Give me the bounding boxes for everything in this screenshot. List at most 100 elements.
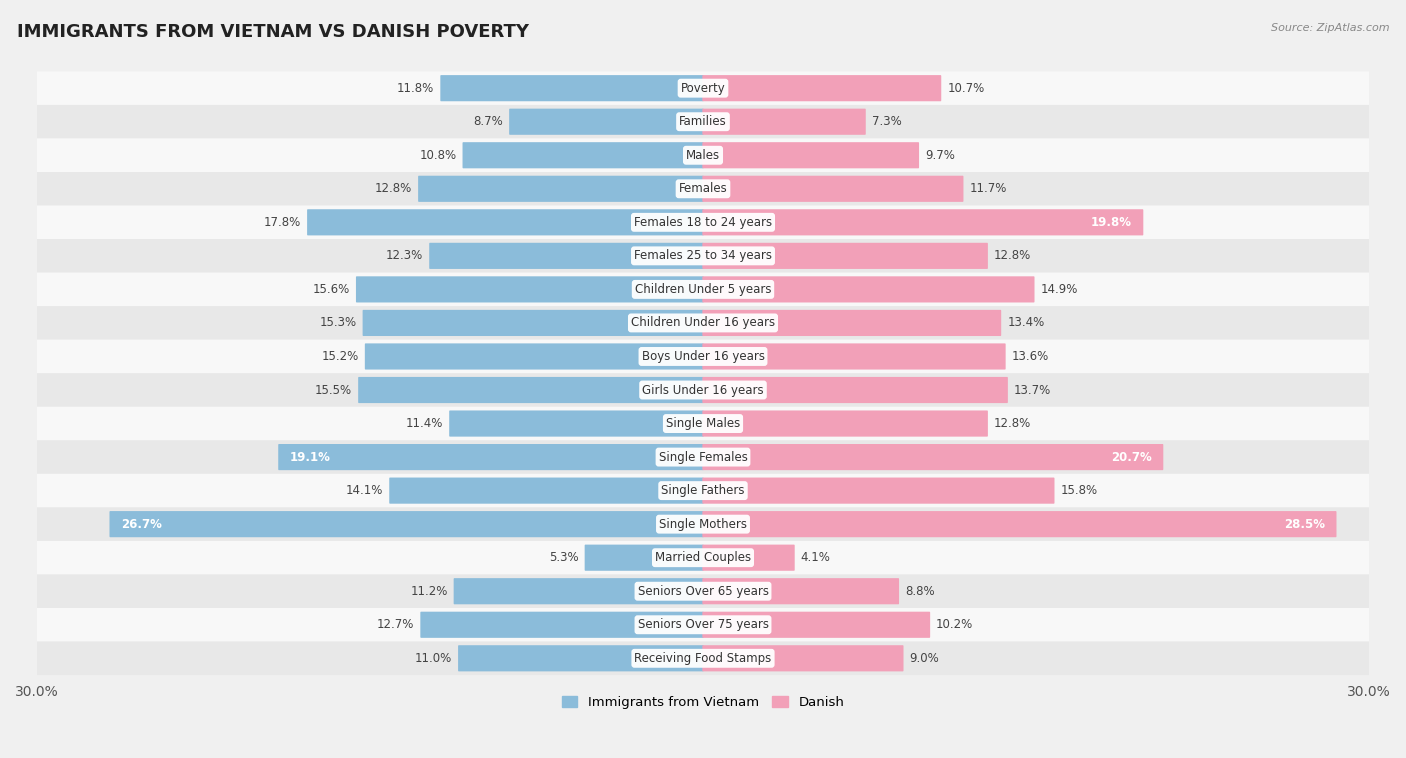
FancyBboxPatch shape [458, 645, 703, 672]
Text: Females: Females [679, 182, 727, 196]
FancyBboxPatch shape [37, 440, 1369, 474]
FancyBboxPatch shape [37, 608, 1369, 641]
FancyBboxPatch shape [389, 478, 703, 504]
Text: Boys Under 16 years: Boys Under 16 years [641, 350, 765, 363]
Text: 12.3%: 12.3% [387, 249, 423, 262]
FancyBboxPatch shape [37, 407, 1369, 440]
FancyBboxPatch shape [463, 143, 703, 168]
FancyBboxPatch shape [364, 343, 703, 370]
FancyBboxPatch shape [703, 108, 866, 135]
Text: 15.2%: 15.2% [322, 350, 359, 363]
Text: Married Couples: Married Couples [655, 551, 751, 564]
FancyBboxPatch shape [420, 612, 703, 637]
Text: Children Under 16 years: Children Under 16 years [631, 316, 775, 330]
FancyBboxPatch shape [454, 578, 703, 604]
Text: 20.7%: 20.7% [1111, 450, 1152, 464]
Text: 14.9%: 14.9% [1040, 283, 1078, 296]
Text: 5.3%: 5.3% [548, 551, 579, 564]
FancyBboxPatch shape [356, 277, 703, 302]
Text: 15.8%: 15.8% [1060, 484, 1098, 497]
FancyBboxPatch shape [703, 377, 1008, 403]
FancyBboxPatch shape [307, 209, 703, 236]
Text: Girls Under 16 years: Girls Under 16 years [643, 384, 763, 396]
Text: Single Males: Single Males [666, 417, 740, 430]
FancyBboxPatch shape [449, 411, 703, 437]
FancyBboxPatch shape [37, 575, 1369, 608]
FancyBboxPatch shape [703, 444, 1163, 470]
FancyBboxPatch shape [37, 641, 1369, 675]
Text: Seniors Over 75 years: Seniors Over 75 years [637, 619, 769, 631]
FancyBboxPatch shape [703, 310, 1001, 336]
FancyBboxPatch shape [703, 209, 1143, 236]
FancyBboxPatch shape [37, 239, 1369, 273]
Text: 8.8%: 8.8% [905, 584, 935, 598]
FancyBboxPatch shape [37, 105, 1369, 139]
Text: 12.8%: 12.8% [994, 249, 1031, 262]
Text: 11.4%: 11.4% [406, 417, 443, 430]
Legend: Immigrants from Vietnam, Danish: Immigrants from Vietnam, Danish [557, 691, 849, 715]
Text: Poverty: Poverty [681, 82, 725, 95]
FancyBboxPatch shape [440, 75, 703, 102]
Text: Seniors Over 65 years: Seniors Over 65 years [637, 584, 769, 598]
FancyBboxPatch shape [37, 205, 1369, 239]
Text: Single Fathers: Single Fathers [661, 484, 745, 497]
FancyBboxPatch shape [37, 71, 1369, 105]
Text: Single Mothers: Single Mothers [659, 518, 747, 531]
FancyBboxPatch shape [37, 474, 1369, 507]
FancyBboxPatch shape [418, 176, 703, 202]
Text: Females 18 to 24 years: Females 18 to 24 years [634, 216, 772, 229]
FancyBboxPatch shape [703, 478, 1054, 504]
Text: 15.5%: 15.5% [315, 384, 352, 396]
FancyBboxPatch shape [37, 139, 1369, 172]
Text: 19.1%: 19.1% [290, 450, 330, 464]
Text: 7.3%: 7.3% [872, 115, 901, 128]
FancyBboxPatch shape [703, 544, 794, 571]
FancyBboxPatch shape [37, 306, 1369, 340]
FancyBboxPatch shape [703, 143, 920, 168]
FancyBboxPatch shape [37, 172, 1369, 205]
Text: 8.7%: 8.7% [474, 115, 503, 128]
Text: 14.1%: 14.1% [346, 484, 384, 497]
Text: 9.7%: 9.7% [925, 149, 955, 161]
FancyBboxPatch shape [363, 310, 703, 336]
FancyBboxPatch shape [703, 411, 988, 437]
Text: 9.0%: 9.0% [910, 652, 939, 665]
Text: Children Under 5 years: Children Under 5 years [634, 283, 772, 296]
FancyBboxPatch shape [703, 75, 941, 102]
Text: 11.0%: 11.0% [415, 652, 453, 665]
Text: 13.6%: 13.6% [1012, 350, 1049, 363]
FancyBboxPatch shape [703, 511, 1337, 537]
FancyBboxPatch shape [703, 645, 904, 672]
Text: 26.7%: 26.7% [121, 518, 162, 531]
Text: 4.1%: 4.1% [800, 551, 831, 564]
Text: 28.5%: 28.5% [1284, 518, 1324, 531]
Text: 12.8%: 12.8% [994, 417, 1031, 430]
Text: 19.8%: 19.8% [1091, 216, 1132, 229]
FancyBboxPatch shape [278, 444, 703, 470]
Text: 12.8%: 12.8% [375, 182, 412, 196]
Text: 13.4%: 13.4% [1007, 316, 1045, 330]
FancyBboxPatch shape [703, 612, 931, 637]
Text: Males: Males [686, 149, 720, 161]
Text: 10.7%: 10.7% [948, 82, 984, 95]
FancyBboxPatch shape [703, 176, 963, 202]
FancyBboxPatch shape [509, 108, 703, 135]
Text: Source: ZipAtlas.com: Source: ZipAtlas.com [1271, 23, 1389, 33]
FancyBboxPatch shape [585, 544, 703, 571]
FancyBboxPatch shape [37, 541, 1369, 575]
Text: 15.6%: 15.6% [312, 283, 350, 296]
FancyBboxPatch shape [110, 511, 703, 537]
Text: 15.3%: 15.3% [319, 316, 357, 330]
Text: 11.2%: 11.2% [411, 584, 447, 598]
Text: Females 25 to 34 years: Females 25 to 34 years [634, 249, 772, 262]
Text: 12.7%: 12.7% [377, 619, 415, 631]
Text: 13.7%: 13.7% [1014, 384, 1052, 396]
FancyBboxPatch shape [703, 578, 898, 604]
Text: Families: Families [679, 115, 727, 128]
Text: 17.8%: 17.8% [264, 216, 301, 229]
FancyBboxPatch shape [359, 377, 703, 403]
FancyBboxPatch shape [703, 243, 988, 269]
Text: IMMIGRANTS FROM VIETNAM VS DANISH POVERTY: IMMIGRANTS FROM VIETNAM VS DANISH POVERT… [17, 23, 529, 41]
FancyBboxPatch shape [703, 277, 1035, 302]
Text: 10.8%: 10.8% [419, 149, 457, 161]
